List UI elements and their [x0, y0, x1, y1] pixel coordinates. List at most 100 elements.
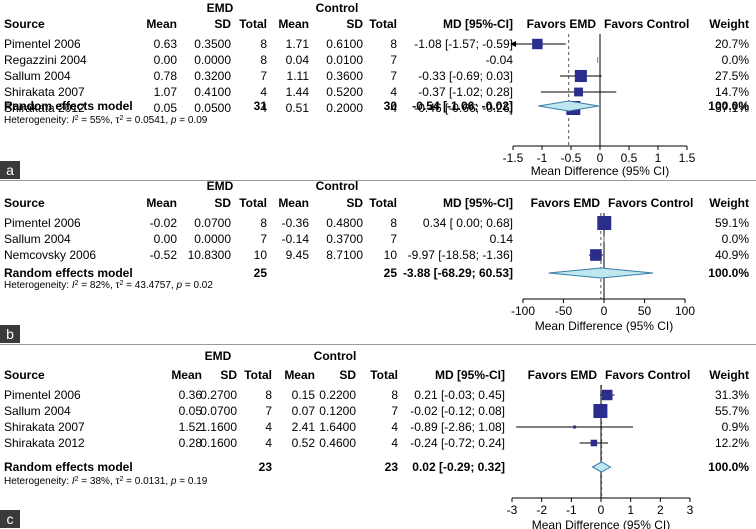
x-tick-label: -1 — [566, 503, 577, 517]
heterogeneity-part: = — [79, 476, 90, 487]
emd-mean: 1.07 — [154, 85, 178, 99]
study-name: Shirakata 2012 — [4, 101, 85, 115]
panel-divider — [0, 344, 756, 345]
control-sd: 0.3600 — [326, 69, 363, 83]
study-name: Shirakata 2007 — [4, 420, 85, 434]
emd-total: 8 — [260, 53, 267, 67]
column-header: SD — [220, 368, 237, 382]
control-sd: 0.1200 — [319, 404, 356, 418]
heterogeneity-part: = — [182, 280, 193, 291]
column-header: SD — [346, 17, 363, 31]
study-name: Sallum 2004 — [4, 69, 71, 83]
pooled-label: Random effects model — [4, 266, 133, 280]
study-square — [597, 216, 612, 230]
column-header: SD — [214, 17, 231, 31]
column-header: SD — [346, 196, 363, 210]
emd-total: 7 — [260, 69, 267, 83]
x-tick-label: 0 — [601, 304, 608, 318]
column-header: Mean — [146, 17, 177, 31]
x-tick-label: -50 — [555, 304, 573, 318]
pooled-emd-total: 23 — [259, 460, 273, 474]
pooled-weight: 100.0% — [708, 99, 749, 113]
column-header: SD — [339, 368, 356, 382]
column-header: Mean — [284, 368, 315, 382]
emd-mean: 0.05 — [154, 101, 178, 115]
control-total: 8 — [391, 388, 398, 402]
control-total: 10 — [384, 248, 398, 262]
emd-total: 8 — [260, 216, 267, 230]
control-sd: 0.2000 — [326, 101, 363, 115]
study-name: Sallum 2004 — [4, 404, 71, 418]
control-mean: 0.07 — [292, 404, 316, 418]
md-ci-text: -9.97 [-18.58; -1.36] — [408, 248, 513, 262]
favors-emd-label: Favors EMD — [531, 196, 601, 210]
control-mean: -0.14 — [282, 232, 310, 246]
control-total: 4 — [391, 436, 398, 450]
study-name: Nemcovsky 2006 — [4, 248, 96, 262]
emd-sd: 0.4100 — [194, 85, 231, 99]
control-mean: 1.71 — [286, 37, 310, 51]
md-ci-text: -0.24 [-0.72; 0.24] — [410, 436, 505, 450]
heterogeneity-part: 2 — [119, 115, 123, 122]
heterogeneity-part: , τ — [110, 476, 120, 487]
heterogeneity-text: Heterogeneity: I2 = 55%, τ2 = 0.0541, p … — [4, 115, 208, 127]
emd-total: 7 — [260, 232, 267, 246]
heterogeneity-part: 2 — [75, 476, 79, 483]
control-total: 4 — [391, 420, 398, 434]
control-mean: 1.44 — [286, 85, 310, 99]
study-weight: 0.0% — [722, 232, 750, 246]
heterogeneity-part: 0.09 — [188, 115, 208, 126]
md-ci-text: -0.37 [-1.02; 0.28] — [418, 85, 513, 99]
pooled-weight: 100.0% — [708, 266, 749, 280]
emd-mean: 0.05 — [179, 404, 203, 418]
x-tick-label: -3 — [507, 503, 518, 517]
forest-plot-a-svg: EMD Control Source Mean SD Total Mean SD Total MD… — [4, 1, 750, 178]
study-weight: 0.0% — [722, 53, 750, 67]
group-header-emd: EMD — [205, 349, 232, 363]
pooled-control-total: 23 — [385, 460, 399, 474]
column-header: Total — [369, 196, 397, 210]
control-mean: 9.45 — [286, 248, 310, 262]
x-axis-label: Mean Difference (95% CI) — [535, 319, 674, 333]
heterogeneity-part: 2 — [119, 476, 123, 483]
control-total: 8 — [390, 37, 397, 51]
heterogeneity-part: 82% — [90, 280, 110, 291]
column-header: Mean — [171, 368, 202, 382]
x-tick-label: -100 — [511, 304, 535, 318]
group-header-control: Control — [316, 180, 359, 193]
md-ci-text: -1.08 [-1.57; -0.59] — [414, 37, 513, 51]
emd-total: 7 — [265, 404, 272, 418]
heterogeneity-part: Heterogeneity: — [4, 476, 72, 487]
x-tick-label: 1 — [627, 503, 634, 517]
emd-mean: 0.00 — [154, 232, 178, 246]
heterogeneity-text: Heterogeneity: I2 = 82%, τ2 = 43.4757, p… — [4, 280, 213, 292]
heterogeneity-part: 2 — [75, 115, 79, 122]
x-tick-label: 3 — [687, 503, 694, 517]
pooled-md-ci: 0.02 [-0.29; 0.32] — [412, 460, 505, 474]
ci-arrow — [510, 41, 516, 47]
group-header-emd: EMD — [207, 1, 234, 15]
forest-plot-c: EMD Control Source Mean SD Total Mean SD Total MD… — [0, 344, 756, 529]
emd-mean: 0.28 — [179, 436, 203, 450]
pooled-label: Random effects model — [4, 460, 133, 474]
study-weight: 14.7% — [715, 85, 749, 99]
forest-plot-b: EMD Control Source Mean SD Total Mean SD Total MD… — [0, 180, 756, 344]
control-sd: 1.6400 — [319, 420, 356, 434]
control-mean: 0.15 — [292, 388, 316, 402]
control-sd: 0.3700 — [326, 232, 363, 246]
heterogeneity-part: 2 — [75, 280, 79, 287]
heterogeneity-part: 0.19 — [188, 476, 208, 487]
emd-sd: 0.0700 — [200, 404, 237, 418]
x-tick-label: 50 — [638, 304, 652, 318]
heterogeneity-part: = — [79, 115, 90, 126]
emd-total: 10 — [254, 248, 268, 262]
emd-sd: 1.1600 — [200, 420, 237, 434]
heterogeneity-part: Heterogeneity: — [4, 280, 72, 291]
study-name: Regazzini 2004 — [4, 53, 87, 67]
heterogeneity-part: I — [72, 115, 75, 126]
x-tick-label: 100 — [675, 304, 695, 318]
emd-sd: 0.0000 — [194, 232, 231, 246]
column-header: MD [95%-CI] — [443, 17, 513, 31]
x-tick-label: 1 — [655, 151, 662, 165]
group-header-control: Control — [314, 349, 357, 363]
